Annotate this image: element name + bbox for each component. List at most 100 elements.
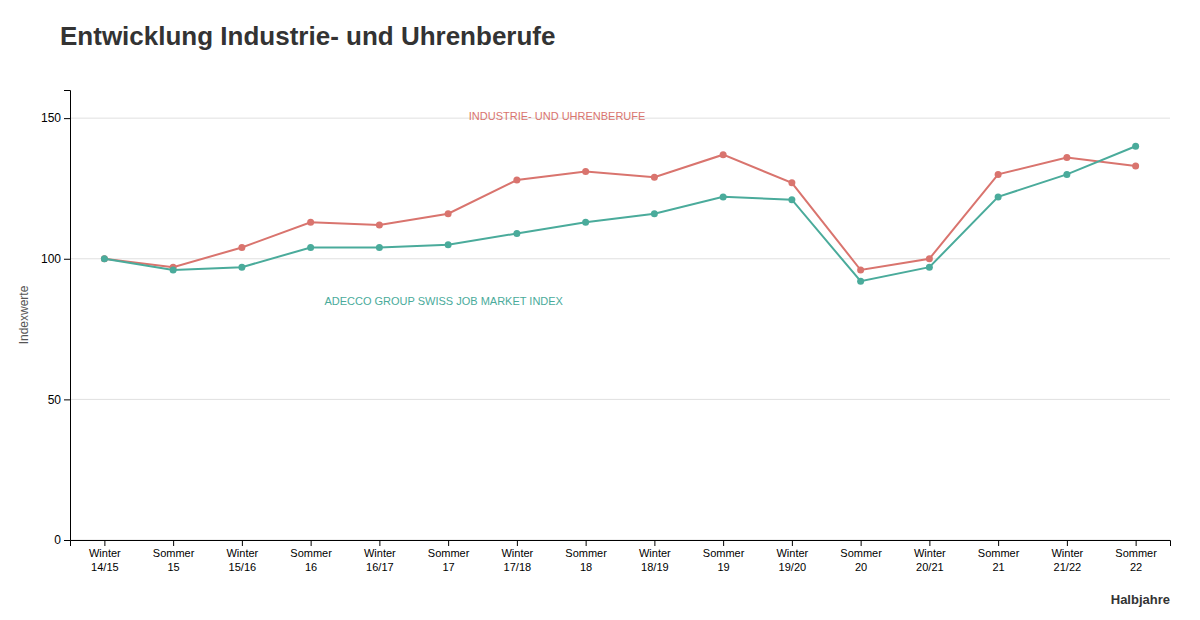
series-point [720, 193, 727, 200]
x-tick-mark [998, 540, 999, 546]
x-tick-label: Sommer 20 [840, 547, 882, 573]
series-label: INDUSTRIE- UND UHRENBERUFE [469, 110, 646, 122]
x-tick-label: Winter15/16 [226, 547, 258, 573]
series-point [995, 171, 1002, 178]
x-tick-label-line: 17 [443, 561, 455, 573]
series-point [376, 222, 383, 229]
x-tick-mark [517, 540, 518, 546]
series-point [307, 244, 314, 251]
series-labels: INDUSTRIE- UND UHRENBERUFE ADECCO GROUP S… [324, 110, 645, 307]
series-point [1132, 143, 1139, 150]
series-point [170, 267, 177, 274]
series-point [307, 219, 314, 226]
x-tick: Winter16/17 [364, 540, 396, 573]
series-point [445, 210, 452, 217]
x-tick-label-line: 18 [580, 561, 592, 573]
x-tick: Winter14/15 [89, 540, 121, 573]
series-line [104, 155, 1135, 270]
x-tick-label-line: Winter [501, 547, 533, 559]
series-point [101, 255, 108, 262]
x-tick-label-line: 16 [305, 561, 317, 573]
series-point [857, 267, 864, 274]
series-point [788, 196, 795, 203]
series-point [582, 168, 589, 175]
x-tick-label-line: 20 [855, 561, 867, 573]
y-tick: 50 [48, 393, 70, 407]
series-point [582, 219, 589, 226]
x-tick-mark [929, 540, 930, 546]
y-tick: 150 [41, 111, 70, 125]
x-tick-label-line: 18/19 [641, 561, 669, 573]
y-tick-mark [64, 118, 70, 119]
series-point [1132, 162, 1139, 169]
x-tick-label: Sommer 17 [428, 547, 470, 573]
y-tick: 100 [41, 252, 70, 266]
series-point [445, 241, 452, 248]
title: Entwicklung Industrie- und Uhrenberufe [60, 21, 555, 51]
series-label: ADECCO GROUP SWISS JOB MARKET INDEX [324, 295, 563, 307]
y-tick-mark [64, 259, 70, 260]
grid-line [70, 258, 1170, 259]
x-tick-label-line: Sommer [428, 547, 470, 559]
x-tick-label-line: Sommer [840, 547, 882, 559]
y-tick-mark [64, 399, 70, 400]
x-tick: Sommer 22 [1115, 540, 1157, 573]
x-tick: Winter 18/19 [639, 540, 671, 573]
x-tick: Winter17/18 [501, 540, 533, 573]
x-tick-mark [448, 540, 449, 546]
x-tick-label-line: Sommer [1115, 547, 1157, 559]
x-tick-mark [792, 540, 793, 546]
x-axis: Winter14/15Sommer15Winter15/16Sommer16Wi… [71, 540, 1171, 573]
x-tick: Sommer18 [565, 540, 607, 573]
x-tick-label-line: 20/21 [916, 561, 944, 573]
y-tick-label: 150 [41, 111, 61, 125]
y-axis: 050100150 [41, 91, 71, 548]
x-tick-label-line: Winter [364, 547, 396, 559]
x-tick: Sommer 20 [840, 540, 882, 573]
x-tick-label-line: Winter [776, 547, 808, 559]
x-tick-label: Sommer16 [290, 547, 332, 573]
x-tick-label-line: 21 [993, 561, 1005, 573]
y-tick-mark [64, 540, 70, 541]
x-tick-label-line: Winter [639, 547, 671, 559]
series-point [238, 264, 245, 271]
x-tick-mark [173, 540, 174, 546]
x-tick-label-line: 22 [1130, 561, 1142, 573]
x-tick-label: Sommer 21 [978, 547, 1020, 573]
x-tick-label: Winter 20/21 [914, 547, 946, 573]
x-tick-label: Winter 19/20 [776, 547, 808, 573]
x-tick: Sommer16 [290, 540, 332, 573]
x-tick: Winter15/16 [226, 540, 258, 573]
x-tick-label-line: Winter [914, 547, 946, 559]
y-tick-label: 100 [41, 252, 61, 266]
x-tick-mark [723, 540, 724, 546]
x-axis-title: Halbjahre [1111, 592, 1170, 607]
x-tick-label: Sommer 22 [1115, 547, 1157, 573]
x-tick-mark [1136, 540, 1137, 546]
y-tick-label: 50 [48, 393, 62, 407]
x-tick-label-line: Winter [226, 547, 258, 559]
series-point [376, 244, 383, 251]
x-tick-label-line: 19/20 [779, 561, 807, 573]
x-tick-mark [654, 540, 655, 546]
x-tick: Sommer15 [153, 540, 195, 573]
x-tick: Sommer 21 [978, 540, 1020, 573]
y-axis-line [64, 91, 71, 541]
grid [70, 118, 1170, 540]
x-tick-label: Winter17/18 [501, 547, 533, 573]
series-point [513, 230, 520, 237]
x-tick: Winter 19/20 [776, 540, 808, 573]
marks [101, 143, 1139, 285]
x-tick-label-line: Winter [1051, 547, 1083, 559]
grid-line [70, 399, 1170, 400]
series-point [651, 210, 658, 217]
x-tick-label: Sommer15 [153, 547, 195, 573]
x-tick-label-line: Sommer [978, 547, 1020, 559]
x-tick-mark [311, 540, 312, 546]
x-tick: Sommer19 [703, 540, 745, 573]
series-point [651, 174, 658, 181]
series-point [101, 255, 108, 262]
x-tick-label: Winter16/17 [364, 547, 396, 573]
x-tick-mark [379, 540, 380, 546]
series-point [788, 179, 795, 186]
